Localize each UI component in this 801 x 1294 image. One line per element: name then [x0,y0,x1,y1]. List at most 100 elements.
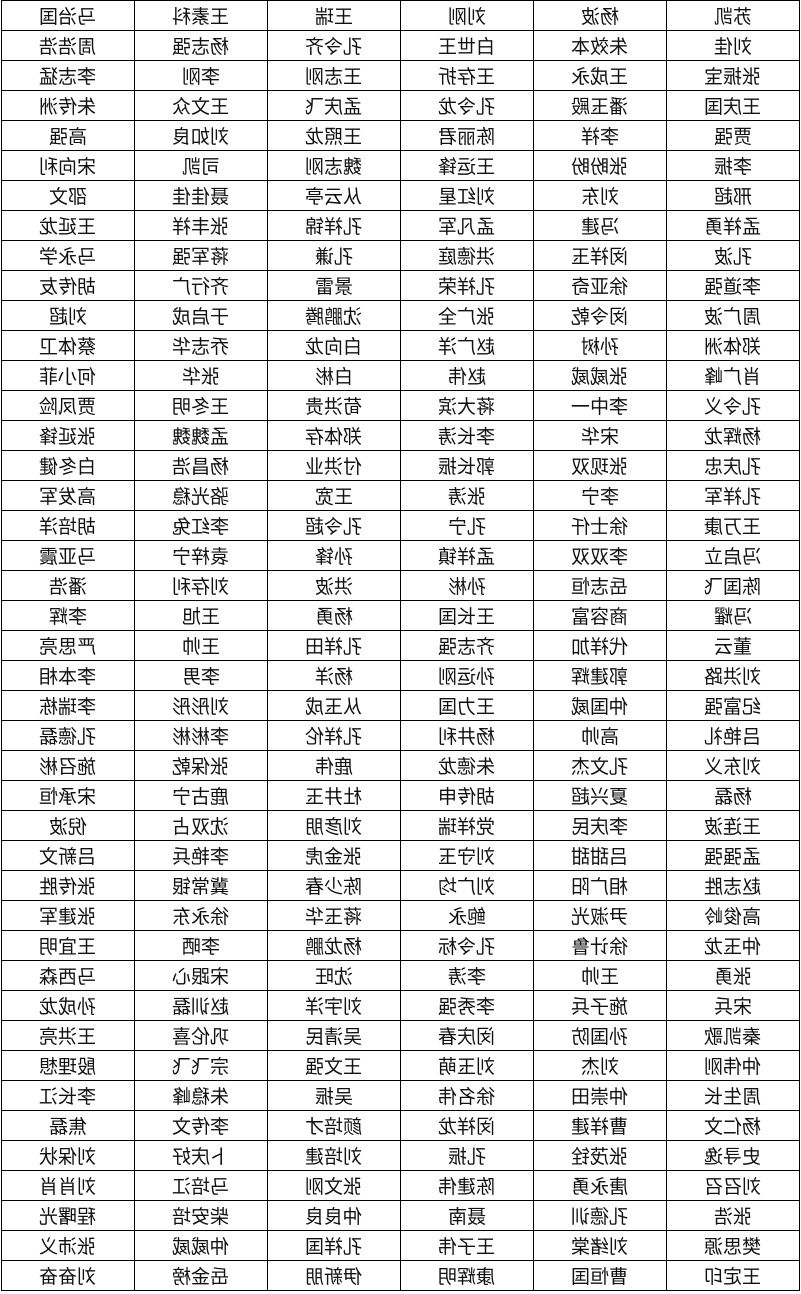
cell-text: 王文强 [305,1056,363,1078]
cell-text: 袁梓宁 [172,546,230,568]
table-cell: 王帅 [134,630,268,661]
table-cell: 徐名伟 [400,1080,534,1111]
table-cell: 王宽 [267,480,401,511]
table-cell: 仲良良 [267,1200,401,1231]
table-cell: 赵伟 [400,360,534,391]
table-cell: 焦磊 [1,1110,135,1141]
table-cell: 王庆国 [666,90,800,121]
cell-text: 张现双 [571,456,629,478]
cell-text: 刘彤彤 [172,696,230,718]
table-cell: 齐志强 [400,630,534,661]
cell-text: 王文众 [172,96,230,118]
cell-text: 冯建 [580,216,619,238]
cell-text: 贾凤险 [39,396,97,418]
cell-text: 王成永 [571,66,629,88]
table-cell: 刘杰 [533,1050,667,1081]
table-cell: 宋兵 [666,990,800,1021]
cell-text: 杨龙鹏 [305,936,363,958]
cell-text: 聂佳佳 [172,186,230,208]
cell-text: 卜庆好 [172,1146,230,1168]
table-cell: 孟强强 [666,840,800,871]
cell-text: 蒋军强 [172,246,230,268]
table-cell: 王旭 [134,600,268,631]
cell-text: 鹿古宁 [172,786,230,808]
table-cell: 仲玉龙 [666,930,800,961]
cell-text: 孔振 [447,1146,486,1168]
table-cell: 王宜明 [1,930,135,961]
table-cell: 吴振 [267,1080,401,1111]
cell-text: 蔡体卫 [39,336,97,358]
table-cell: 张丰祥 [134,210,268,241]
table-cell: 王文强 [267,1050,401,1081]
cell-text: 刘超 [48,306,87,328]
cell-text: 吕甜甜 [571,846,629,868]
cell-text: 马永学 [39,246,97,268]
cell-text: 张茂铨 [571,1146,629,1168]
table-cell: 樊思源 [666,1230,800,1261]
table-cell: 杨仁文 [666,1110,800,1141]
cell-text: 徐士仟 [571,516,629,538]
table-cell: 刘东 [533,180,667,211]
cell-text: 杨辉龙 [704,426,762,448]
cell-text: 仲威威 [172,1236,230,1258]
table-cell: 秦凯歌 [666,1020,800,1051]
table-cell: 史寻逸 [666,1140,800,1171]
table-cell: 党祥瑞 [400,810,534,841]
cell-text: 高强 [48,126,87,148]
cell-text: 李艳兵 [172,846,230,868]
table-cell: 杨龙鹏 [267,930,401,961]
table-cell: 白向龙 [267,330,401,361]
table-cell: 程曙光 [1,1200,135,1231]
cell-text: 张勇 [713,966,752,988]
cell-text: 孔德训 [571,1206,629,1228]
table-cell: 张建军 [1,900,135,931]
table-cell: 康辉明 [400,1260,534,1291]
cell-text: 骆光稳 [172,486,230,508]
table-cell: 刘守玉 [400,840,534,871]
cell-text: 王照龙 [305,126,363,148]
table-cell: 张茂铨 [533,1140,667,1171]
table-cell: 马治国 [1,0,135,31]
table-cell: 商容富 [533,600,667,631]
table-row: 李瑞栋 刘彤彤 从玉成 王力国 仲国威 纪富强 [1,690,800,721]
cell-text: 焦磊 [48,1116,87,1138]
cell-text: 仲良良 [305,1206,363,1228]
table-cell: 马亚震 [1,540,135,571]
table-cell: 张延锋 [1,420,135,451]
table-row: 孙成龙 赵训磊 刘宇洋 李秀强 施子兵 宋兵 [1,990,800,1021]
cell-text: 孟强强 [704,846,762,868]
table-cell: 刘彦朋 [267,810,401,841]
cell-text: 孔谦 [314,246,353,268]
table-cell: 王存折 [400,60,534,91]
cell-text: 柴安培 [172,1206,230,1228]
cell-text: 鲍永 [447,906,486,928]
cell-text: 宋华 [580,426,619,448]
cell-text: 鹿伟 [314,756,353,778]
cell-text: 杨仁文 [704,1116,762,1138]
table-cell: 洪德庭 [400,240,534,271]
cell-text: 王旭 [181,606,220,628]
table-cell: 李男 [134,660,268,691]
cell-text: 樊思源 [704,1236,762,1258]
cell-text: 赵广洋 [438,336,496,358]
cell-text: 肖广峰 [704,366,762,388]
cell-text: 商容富 [571,606,629,628]
table-cell: 孔祥国 [267,1230,401,1261]
cell-text: 孙树 [580,336,619,358]
cell-text: 张浩 [713,1206,752,1228]
cell-text: 孙国防 [571,1026,629,1048]
table-cell: 王运锋 [400,150,534,181]
cell-text: 赵志胜 [704,876,762,898]
table-cell: 蒋大滨 [400,390,534,421]
table-row: 马西森 宋跟心 沈旺 李涛 王帅 张勇 [1,960,800,991]
cell-text: 杨勇 [314,606,353,628]
table-cell: 周广波 [666,300,800,331]
table-cell: 潘浩 [1,570,135,601]
table-cell: 纪富强 [666,690,800,721]
cell-text: 刘红星 [438,186,496,208]
table-row: 李本相 李男 杨洋 孙运刚 郭建辉 刘洪路 [1,660,800,691]
table-cell: 马西森 [1,960,135,991]
cell-text: 杨昌浩 [172,456,230,478]
cell-text: 周生长 [704,1086,762,1108]
table-cell: 杨井利 [400,720,534,751]
